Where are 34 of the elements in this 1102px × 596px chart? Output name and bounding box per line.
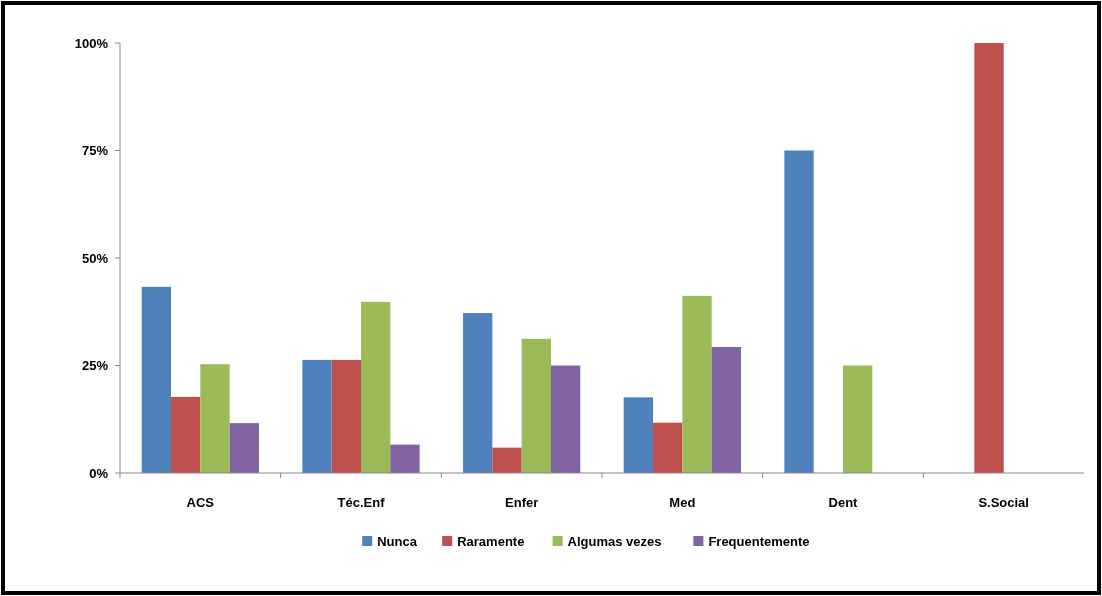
bar	[390, 444, 420, 473]
x-tick-label: Enfer	[505, 495, 539, 510]
legend-label: Raramente	[457, 533, 525, 549]
bar	[302, 359, 332, 473]
bar	[623, 397, 654, 473]
bar	[550, 365, 581, 473]
y-tick-label: 0%	[89, 465, 109, 481]
bar	[492, 447, 522, 473]
y-tick-label: 50%	[81, 250, 109, 266]
bar	[171, 396, 201, 473]
bar	[141, 286, 172, 473]
x-tick-label: Dent	[828, 495, 859, 510]
bar	[463, 313, 493, 473]
bar	[784, 150, 814, 473]
y-tick-label: 75%	[81, 143, 109, 159]
y-tick-label: 100%	[74, 35, 109, 51]
bar	[843, 365, 873, 473]
x-tick-label: ACS	[186, 495, 215, 510]
bar	[200, 364, 230, 473]
bar	[682, 295, 712, 473]
bar	[331, 359, 361, 473]
x-tick-label: S.Social	[978, 495, 1029, 510]
x-tick-label: Téc.Enf	[337, 495, 386, 510]
bar	[361, 301, 391, 473]
bar	[711, 347, 741, 473]
x-tick-label: Med	[669, 495, 696, 510]
legend-label: Algumas vezes	[567, 533, 662, 549]
legend-label: Frequentemente	[708, 533, 810, 549]
bar	[521, 338, 551, 473]
bar	[974, 43, 1004, 473]
legend-label: Nunca	[377, 533, 418, 549]
y-tick-label: 25%	[81, 358, 109, 374]
bar	[653, 422, 683, 473]
bar	[229, 423, 259, 473]
